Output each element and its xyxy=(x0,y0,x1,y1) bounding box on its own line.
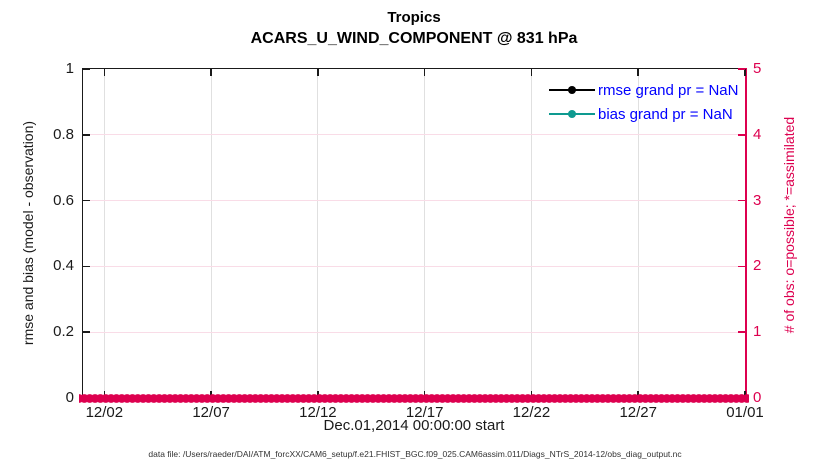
bias-marker-icon xyxy=(568,109,576,118)
y-tick-label-right: 2 xyxy=(753,257,762,275)
x-tick-top xyxy=(317,69,319,76)
top-border-line xyxy=(81,67,747,69)
legend-label-rmse: rmse grand pr = NaN xyxy=(598,81,739,99)
legend: rmse grand pr = NaN bias grand pr = NaN xyxy=(549,78,738,126)
y-tick-label-left: 0 xyxy=(65,389,74,406)
y-gridline xyxy=(83,265,745,267)
y-tick-label-right: 4 xyxy=(753,125,762,143)
legend-item-rmse: rmse grand pr = NaN xyxy=(549,78,738,102)
obs-count-marker-band xyxy=(79,393,749,403)
y-tick-right xyxy=(738,265,745,268)
y-tick-label-left: 0.8 xyxy=(53,125,74,143)
y-tick-right xyxy=(738,68,745,70)
chart-title-block: Tropics ACARS_U_WIND_COMPONENT @ 831 hPa xyxy=(83,8,745,50)
x-tick-top xyxy=(530,69,533,76)
x-gridline xyxy=(317,69,319,398)
y-tick-label-left: 0.6 xyxy=(53,191,74,209)
x-tick-label: 12/02 xyxy=(85,404,124,421)
x-tick-label: 12/22 xyxy=(512,404,551,421)
y-tick-label-left: 0.2 xyxy=(53,323,74,341)
y-tick-left xyxy=(83,199,90,202)
legend-label-bias: bias grand pr = NaN xyxy=(598,105,733,123)
y-tick-label-left: 1 xyxy=(65,60,74,77)
x-tick-top xyxy=(744,69,746,76)
y-tick-label-right: 5 xyxy=(753,60,762,77)
y-tick-label-right: 1 xyxy=(753,323,762,341)
x-tick-top xyxy=(423,69,426,76)
x-tick-top xyxy=(210,69,212,76)
x-tick-top xyxy=(637,69,639,76)
x-tick-label: 01/01 xyxy=(726,404,764,421)
x-gridline xyxy=(103,69,105,398)
y-tick-label-right: 3 xyxy=(753,191,762,209)
rmse-line-sample xyxy=(549,85,595,94)
y-tick-left xyxy=(83,134,90,136)
y-tick-right xyxy=(738,134,745,136)
x-tick-label: 12/27 xyxy=(619,404,657,421)
x-gridline xyxy=(637,69,639,398)
x-gridline xyxy=(530,69,532,398)
x-tick-label: 12/12 xyxy=(299,404,337,421)
y-gridline xyxy=(83,200,745,202)
y-gridline xyxy=(83,331,745,333)
legend-item-bias: bias grand pr = NaN xyxy=(549,102,738,126)
y-axis-right-line xyxy=(745,67,747,400)
chart-title: Tropics xyxy=(387,9,441,26)
bias-line-sample xyxy=(549,109,595,118)
x-gridline xyxy=(424,69,426,398)
y-axis-left-line xyxy=(81,67,83,400)
x-tick-label: 12/17 xyxy=(405,404,444,421)
data-file-path: data file: /Users/raeder/DAI/ATM_forcXX/… xyxy=(148,449,682,459)
y-gridline xyxy=(83,134,745,136)
y-tick-left xyxy=(83,265,90,268)
x-tick-label: 12/07 xyxy=(192,404,230,421)
y-tick-label-right: 0 xyxy=(753,389,762,406)
y-tick-left xyxy=(83,331,90,333)
rmse-marker-icon xyxy=(568,85,576,94)
chart-subtitle: ACARS_U_WIND_COMPONENT @ 831 hPa xyxy=(250,30,578,47)
y-tick-right xyxy=(738,331,745,333)
y-tick-right xyxy=(738,199,745,202)
y-tick-label-left: 0.4 xyxy=(53,257,74,275)
x-axis-label: Dec.01,2014 00:00:00 start xyxy=(323,417,505,434)
y-tick-left xyxy=(83,68,90,70)
x-gridline xyxy=(210,69,212,398)
x-tick-top xyxy=(103,69,106,76)
